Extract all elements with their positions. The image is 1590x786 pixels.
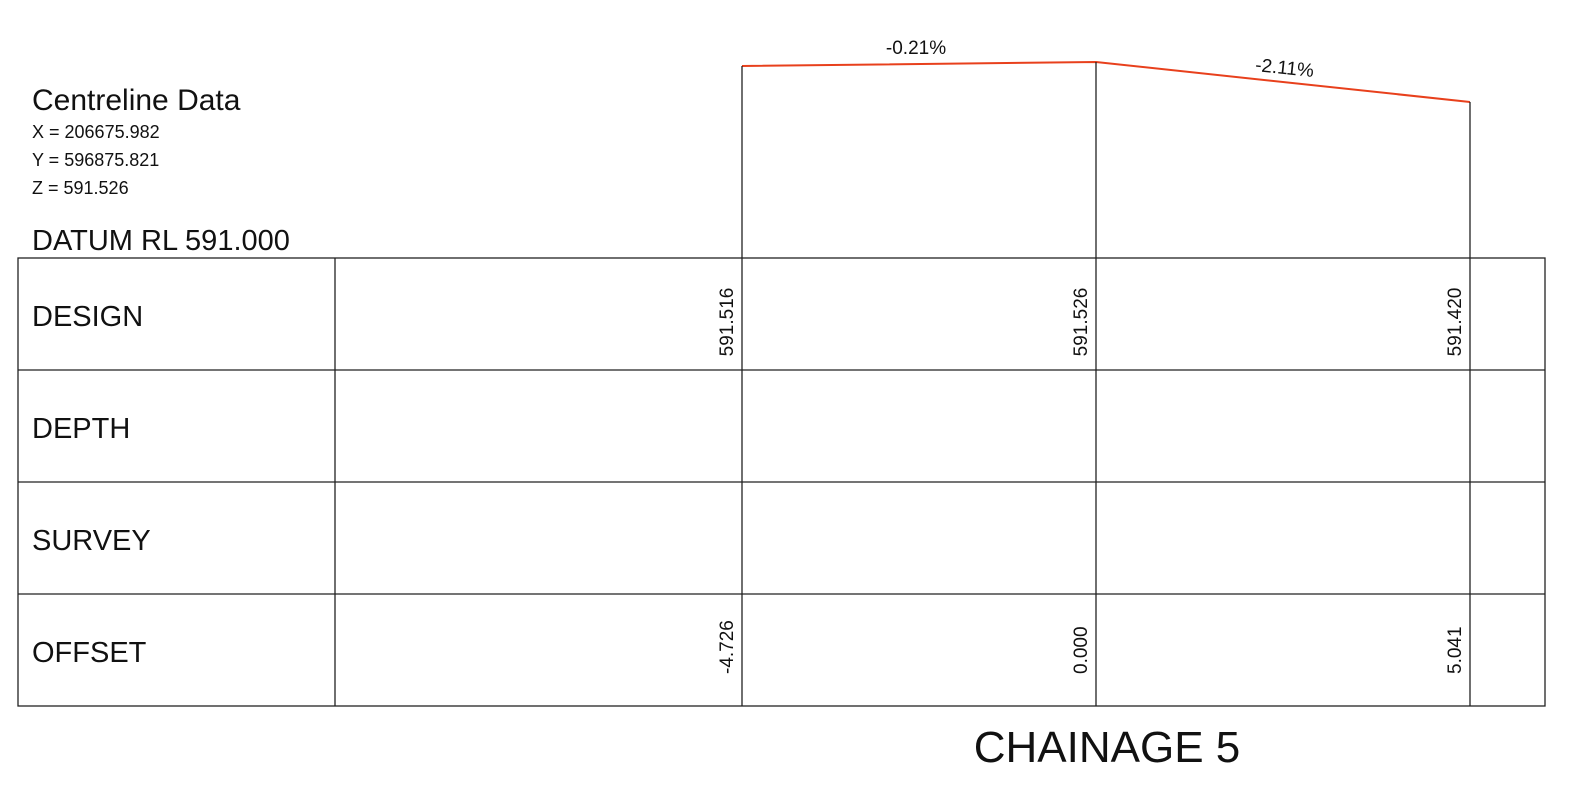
coord: Z = 591.526 <box>32 178 129 198</box>
cell-value: 591.526 <box>1071 288 1092 357</box>
cell-value: 0.000 <box>1071 626 1092 674</box>
row-label: DESIGN <box>32 301 143 333</box>
row-label: DEPTH <box>32 413 130 445</box>
grade: -2.11% <box>1254 55 1315 82</box>
cell-value: 591.516 <box>717 288 738 357</box>
row-label: SURVEY <box>32 525 151 557</box>
coord: Y = 596875.821 <box>32 150 159 170</box>
grade: -0.21% <box>886 38 946 59</box>
title: Centreline Data <box>32 84 241 117</box>
cell-value: 5.041 <box>1445 626 1466 674</box>
cell-value: 591.420 <box>1445 288 1466 357</box>
coord: X = 206675.982 <box>32 122 160 142</box>
profile-line <box>741 60 1471 103</box>
chainage: CHAINAGE 5 <box>974 723 1241 772</box>
cell-value: -4.726 <box>717 620 738 674</box>
row-label: OFFSET <box>32 637 147 669</box>
datum: DATUM RL 591.000 <box>32 225 290 257</box>
